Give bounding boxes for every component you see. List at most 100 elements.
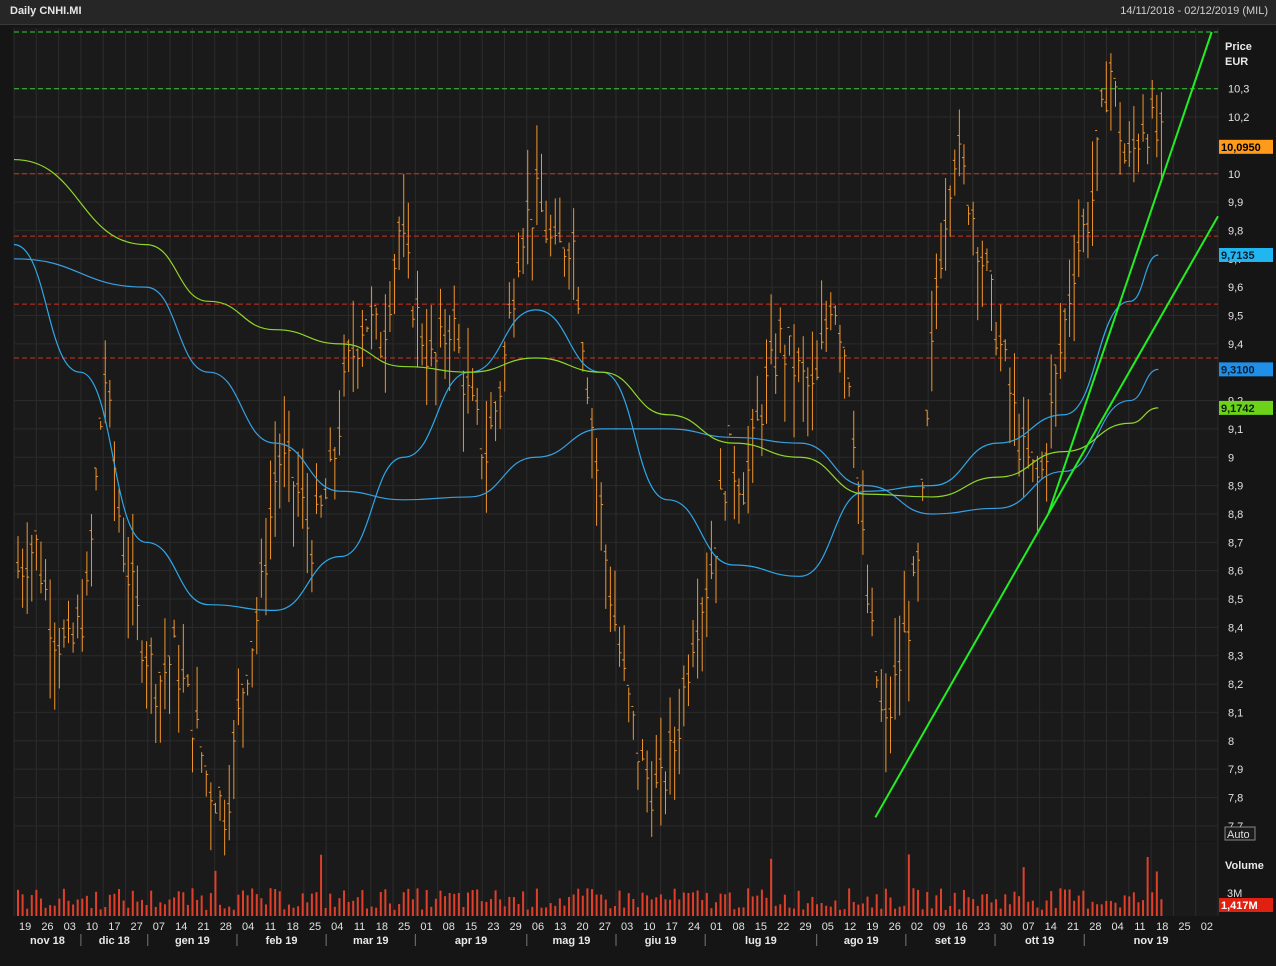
day-tick-label: 11 [265, 921, 276, 933]
day-tick-label: 18 [287, 921, 299, 933]
ma-fast-tag: 9,7135 [1221, 250, 1255, 262]
ma-mid-line [13, 258, 1159, 515]
price-tick-label: 8,4 [1228, 622, 1243, 634]
chart-title: Daily CNHI.MI [10, 5, 82, 17]
day-tick-label: 10 [86, 921, 98, 933]
volume-bars [17, 854, 1163, 916]
trendlines [874, 31, 1219, 818]
day-tick-label: 07 [1022, 921, 1034, 933]
day-tick-label: 12 [844, 921, 856, 933]
month-label: gen 19 [175, 935, 210, 947]
day-tick-label: 26 [41, 921, 53, 933]
day-tick-label: 04 [331, 921, 343, 933]
day-tick-label: 17 [666, 921, 678, 933]
month-label: nov 18 [30, 935, 65, 947]
day-tick-label: 26 [889, 921, 901, 933]
last-price-tag: 10,0950 [1221, 142, 1261, 154]
day-tick-label: 02 [1201, 921, 1213, 933]
day-tick-label: 23 [978, 921, 990, 933]
day-tick-label: 21 [1067, 921, 1079, 933]
month-label: dic 18 [99, 935, 130, 947]
price-tick-label: 8,1 [1228, 707, 1243, 719]
day-tick-label: 14 [1045, 921, 1057, 933]
price-tick-label: 8,3 [1228, 651, 1243, 663]
day-tick-label: 08 [733, 921, 745, 933]
volume-axis-tick: 3M [1227, 888, 1242, 900]
day-tick-label: 15 [755, 921, 767, 933]
day-tick-label: 17 [108, 921, 120, 933]
auto-scale-button[interactable] [1224, 826, 1256, 841]
day-tick-label: 14 [175, 921, 187, 933]
volume-last-tag [1219, 898, 1273, 912]
day-tick-label: 06 [532, 921, 544, 933]
day-tick-label: 27 [131, 921, 143, 933]
day-tick-label: 25 [1178, 921, 1190, 933]
volume-axis-label: Volume [1225, 860, 1264, 872]
price-tick-label: 7,9 [1228, 764, 1243, 776]
day-tick-label: 02 [911, 921, 923, 933]
day-tick-label: 27 [599, 921, 611, 933]
month-label: mar 19 [353, 935, 388, 947]
price-tick-label: 9,8 [1228, 225, 1243, 237]
month-label: giu 19 [645, 935, 677, 947]
price-tick-label: 9,5 [1228, 311, 1243, 323]
month-label: mag 19 [552, 935, 590, 947]
price-tick-label: 10,2 [1228, 112, 1249, 124]
day-tick-label: 13 [554, 921, 566, 933]
last-price-tag-bg [1219, 139, 1273, 154]
day-tick-label: 20 [576, 921, 588, 933]
price-tick-label: 10 [1228, 169, 1240, 181]
day-tick-label: 11 [354, 921, 365, 933]
day-tick-label: 19 [19, 921, 31, 933]
day-tick-label: 03 [64, 921, 76, 933]
month-label: set 19 [935, 935, 966, 947]
day-tick-label: 08 [443, 921, 455, 933]
day-tick-label: 28 [220, 921, 232, 933]
day-tick-label: 25 [309, 921, 321, 933]
day-tick-label: 19 [866, 921, 878, 933]
price-tick-label: 8,2 [1228, 679, 1243, 691]
price-axis-unit: EUR [1225, 56, 1248, 68]
price-tick-label: 8,7 [1228, 537, 1243, 549]
price-tick-label: 7,8 [1228, 792, 1243, 804]
price-tick-label: 9 [1228, 452, 1234, 464]
time-axis[interactable]: 19 26 03 10 17 27 07 14 21 28 04 11 18 25 04 11 18 25 01 08… [0, 916, 1218, 966]
day-tick-label: 29 [799, 921, 811, 933]
price-bars [16, 53, 1164, 856]
price-tick-label: 10,3 [1228, 84, 1249, 96]
price-axis[interactable]: Price EUR 10,310,2109,99,89,79,69,59,49,… [1225, 41, 1252, 833]
day-tick-label: 24 [688, 921, 700, 933]
price-levels [14, 31, 1218, 359]
value-tags: 10,0950 9,7135 9,3100 9,1742 [1219, 139, 1273, 415]
ma-fast-tag-bg [1219, 247, 1273, 262]
price-tick-label: 9,9 [1228, 197, 1243, 209]
day-tick-label: 15 [465, 921, 477, 933]
price-tick-label: 9,6 [1228, 282, 1243, 294]
day-tick-label: 30 [1000, 921, 1012, 933]
day-tick-label: 04 [1112, 921, 1124, 933]
day-tick-label: 23 [487, 921, 499, 933]
trendline-base [874, 513, 1050, 818]
title-bar: Daily CNHI.MI 14/11/2018 - 02/12/2019 (M… [0, 0, 1276, 25]
price-tick-label: 9,4 [1228, 339, 1243, 351]
day-tick-label: 22 [777, 921, 789, 933]
price-tick-label: 8,5 [1228, 594, 1243, 606]
day-tick-label: 28 [1089, 921, 1101, 933]
ma-fast-line [13, 244, 1159, 611]
moving-averages [13, 158, 1159, 611]
time-axis-bg [0, 916, 1218, 966]
day-tick-label: 29 [510, 921, 522, 933]
month-label: lug 19 [745, 935, 777, 947]
day-tick-label: 18 [376, 921, 388, 933]
trendline-mid [1047, 215, 1219, 515]
month-label: apr 19 [455, 935, 487, 947]
month-label: ott 19 [1025, 935, 1054, 947]
day-tick-label: 10 [643, 921, 655, 933]
trendline-steep [1047, 31, 1213, 515]
auto-scale-label: Auto [1227, 829, 1250, 841]
date-range: 14/11/2018 - 02/12/2019 (MIL) [1120, 5, 1268, 17]
price-tick-label: 8,6 [1228, 566, 1243, 578]
day-tick-label: 01 [420, 921, 432, 933]
